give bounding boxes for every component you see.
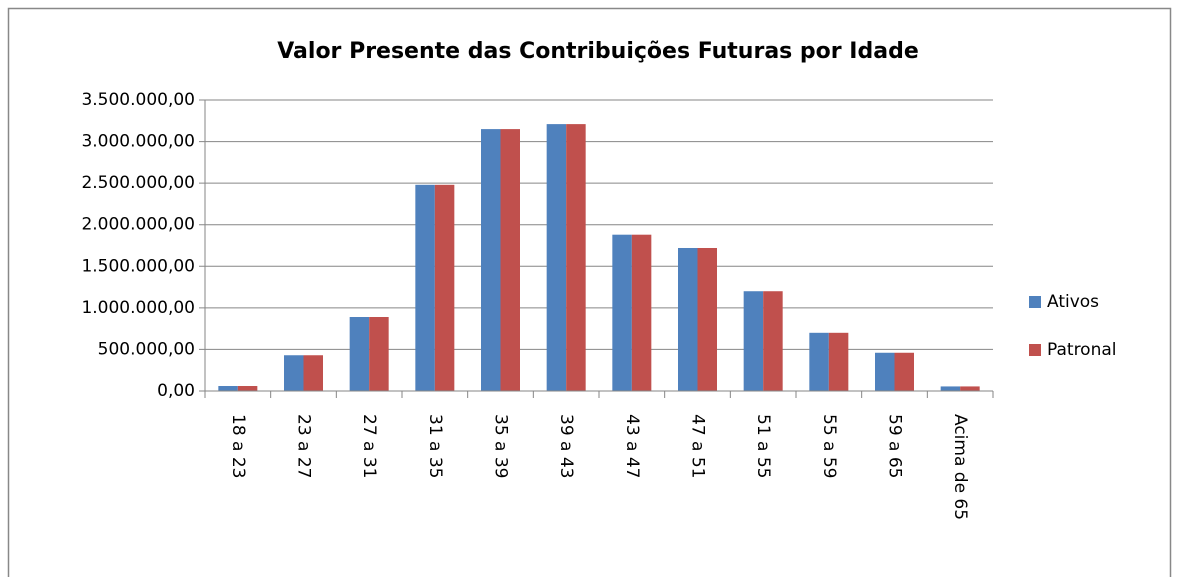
bar — [481, 129, 501, 391]
bar — [697, 247, 717, 391]
x-tick-label: 59 a 65 — [885, 414, 905, 479]
x-tick-label: Acima de 65 — [950, 414, 970, 520]
bar — [809, 332, 829, 391]
x-tick-label: 35 a 39 — [491, 414, 511, 479]
y-tick-label: 2.500.000,00 — [81, 173, 195, 193]
legend-swatch — [1029, 344, 1041, 356]
bar — [940, 386, 961, 391]
bar — [566, 124, 586, 392]
bar — [415, 184, 435, 391]
bar — [237, 386, 258, 391]
bar — [631, 234, 652, 391]
x-tick-label: 47 a 51 — [688, 414, 708, 479]
bar — [369, 317, 389, 391]
bar — [960, 386, 980, 391]
x-tick-label: 31 a 35 — [425, 414, 445, 479]
y-tick-label: 3.000.000,00 — [81, 132, 195, 152]
bar — [763, 291, 783, 391]
x-tick-label: 23 a 27 — [294, 414, 314, 479]
bar — [284, 355, 304, 391]
bar — [894, 352, 914, 391]
y-tick-label: 2.000.000,00 — [81, 215, 195, 235]
bar — [828, 332, 849, 391]
chart-frame — [7, 7, 1172, 581]
x-tick-label: 39 a 43 — [556, 414, 576, 479]
legend-label: Patronal — [1047, 340, 1117, 360]
y-tick-label: 1.500.000,00 — [81, 256, 195, 276]
legend-label: Ativos — [1047, 292, 1099, 312]
y-tick-label: 3.500.000,00 — [81, 90, 195, 110]
bar — [218, 386, 238, 391]
y-tick-label: 500.000,00 — [98, 339, 195, 359]
legend-swatch — [1029, 296, 1041, 308]
bar — [546, 124, 567, 392]
x-tick-label: 27 a 31 — [359, 414, 379, 479]
y-tick-label: 0,00 — [157, 381, 195, 401]
bar — [875, 352, 895, 391]
bar — [743, 291, 764, 391]
bar — [678, 247, 698, 391]
bar — [612, 234, 632, 391]
x-tick-label: 55 a 59 — [819, 414, 839, 479]
x-tick-label: 51 a 55 — [753, 414, 773, 479]
bar — [500, 129, 520, 391]
bar — [303, 355, 323, 391]
x-tick-label: 43 a 47 — [622, 414, 642, 479]
x-tick-label: 18 a 23 — [228, 414, 248, 479]
bar — [349, 317, 370, 391]
chart-title: Valor Presente das Contribuições Futuras… — [277, 39, 919, 64]
y-tick-label: 1.000.000,00 — [81, 298, 195, 318]
bar — [434, 184, 455, 391]
